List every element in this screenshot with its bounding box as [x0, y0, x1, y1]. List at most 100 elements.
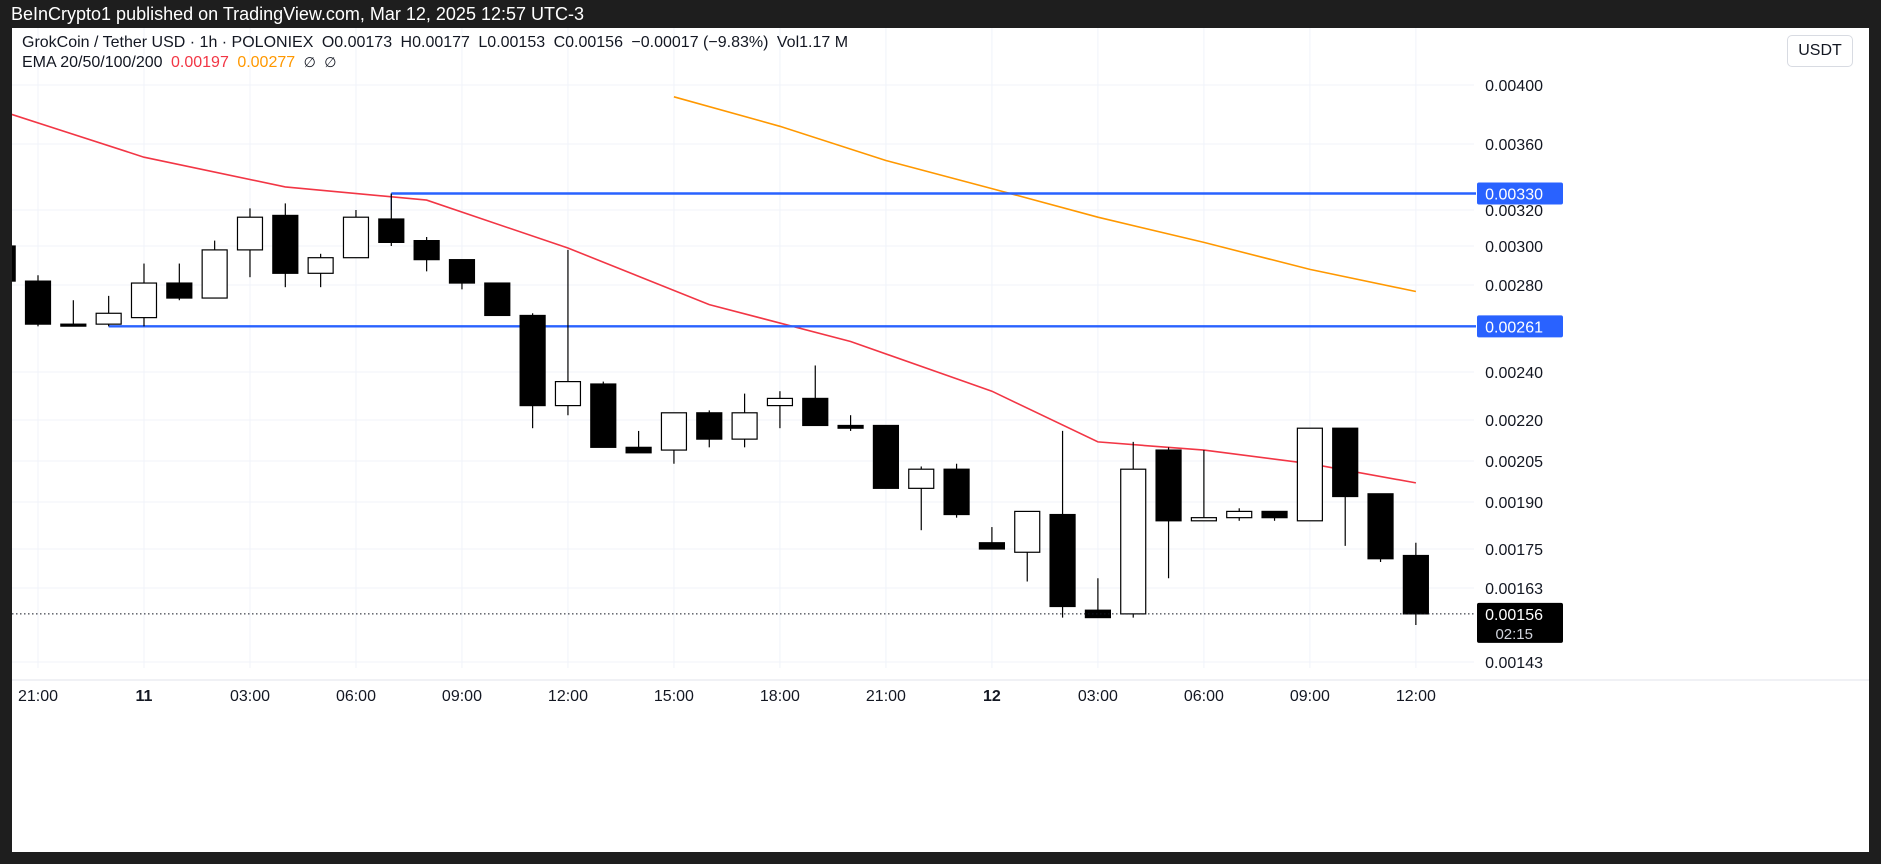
candle: [908, 466, 935, 531]
candle: [272, 203, 299, 288]
candle-body: [1402, 554, 1429, 615]
time-tick-label: 09:00: [1290, 688, 1330, 705]
candle-body: [943, 468, 970, 516]
candle: [484, 282, 511, 317]
candle-body: [130, 282, 158, 319]
price-tick-label: 0.00220: [1485, 413, 1543, 430]
candle-body: [978, 542, 1006, 550]
currency-button[interactable]: USDT: [1787, 35, 1853, 67]
ema20-value: 0.00197: [171, 54, 229, 71]
candle: [1190, 450, 1217, 522]
candle: [1049, 430, 1076, 618]
candle: [1120, 441, 1147, 618]
candle-body: [837, 424, 864, 429]
price-tick-label: 0.00360: [1485, 137, 1543, 154]
symbol-label: GrokCoin / Tether USD · 1h · POLONIEX: [22, 34, 314, 51]
time-tick-label: 06:00: [336, 688, 376, 705]
candle-body: [802, 397, 829, 427]
candle: [872, 424, 900, 489]
price-tick-label: 0.00400: [1485, 78, 1543, 95]
time-tick-label: 18:00: [760, 688, 800, 705]
candle: [307, 253, 334, 288]
close-value: C0.00156: [553, 34, 623, 51]
candle-body: [1049, 513, 1076, 608]
candle-body: [908, 468, 935, 489]
candle: [696, 410, 723, 448]
candle: [1367, 493, 1394, 562]
candles: [12, 193, 1429, 625]
time-tick-label: 12:00: [548, 688, 588, 705]
candle-body: [60, 323, 87, 327]
level-price-label: 0.00261: [1485, 319, 1543, 336]
price-tick-label: 0.00205: [1485, 454, 1543, 471]
candle-body: [1226, 510, 1253, 519]
bar-countdown-label: 02:15: [1495, 626, 1533, 643]
ema200-value: ∅: [324, 54, 337, 70]
candle-body: [625, 446, 652, 454]
candle-body: [1014, 510, 1041, 553]
candle: [24, 275, 52, 327]
candle-body: [24, 280, 52, 325]
candle: [236, 208, 264, 278]
candle-body: [1332, 427, 1359, 498]
time-tick-label: 03:00: [230, 688, 270, 705]
candle: [413, 237, 440, 272]
time-tick-label: 15:00: [654, 688, 694, 705]
candle: [731, 393, 758, 448]
candle: [1014, 510, 1041, 582]
time-tick-label: 12:00: [1396, 688, 1436, 705]
candle-body: [413, 240, 440, 261]
candle: [60, 300, 87, 327]
horizontal-levels: 0.00330 0.00261: [108, 182, 1563, 338]
candle: [201, 240, 228, 299]
published-text: BeInCrypto1 published on TradingView.com…: [11, 4, 584, 24]
candle-body: [766, 397, 794, 407]
time-tick-label: 09:00: [442, 688, 482, 705]
candle-body: [166, 282, 193, 299]
candle-body: [236, 216, 264, 251]
candle: [130, 263, 158, 327]
price-tick-label: 0.00190: [1485, 495, 1543, 512]
candle: [1402, 542, 1429, 625]
change-value: −0.00017 (−9.83%): [631, 34, 769, 51]
price-tick-label: 0.00300: [1485, 239, 1543, 256]
level-price-tag: [1477, 315, 1563, 338]
candle-body: [1190, 517, 1217, 522]
ema-legend: EMA 20/50/100/200 0.00197 0.00277 ∅ ∅: [22, 54, 340, 72]
ema20-line: [12, 113, 1417, 484]
time-tick-label: 12: [983, 688, 1001, 705]
currency-label: USDT: [1798, 42, 1842, 59]
chart-area[interactable]: 0.00330 0.00261 0.00156 02:15 0.00400 0.003…: [12, 28, 1869, 852]
candle-body: [590, 383, 617, 448]
last-price-label: 0.00156: [1485, 607, 1543, 624]
candle: [1155, 447, 1182, 579]
price-tick-label: 0.00163: [1485, 581, 1543, 598]
publisher-bar: BeInCrypto1 published on TradingView.com…: [0, 0, 1881, 28]
candle-body: [307, 257, 334, 274]
candle: [554, 249, 582, 416]
ohlc-legend: GrokCoin / Tether USD · 1h · POLONIEX O0…: [22, 34, 852, 52]
candle: [95, 295, 122, 327]
candle-body: [554, 381, 582, 407]
candle: [378, 193, 405, 246]
candle-body: [872, 424, 900, 489]
price-tick-label: 0.00280: [1485, 278, 1543, 295]
candle-body: [1367, 493, 1394, 560]
candle-body: [1296, 427, 1323, 522]
grid-lines: [12, 28, 1869, 681]
time-tick-label: 11: [136, 688, 153, 705]
price-tick-label: 0.00175: [1485, 542, 1543, 559]
candle-body: [1120, 468, 1147, 615]
candle-body: [342, 216, 370, 259]
candle: [1226, 508, 1253, 521]
time-tick-label: 21:00: [18, 688, 58, 705]
level-price-tag: [1477, 182, 1563, 205]
candle-body: [696, 412, 723, 440]
candle: [837, 415, 864, 431]
time-axis: 21:00 11 03:00 06:00 09:00 12:00 15:00 18:00 21:…: [18, 688, 1436, 705]
candle-body: [448, 259, 476, 284]
candle-body: [95, 312, 122, 325]
price-chart[interactable]: 0.00330 0.00261 0.00156 02:15 0.00400 0.003…: [12, 28, 1869, 852]
candle: [1332, 427, 1359, 546]
